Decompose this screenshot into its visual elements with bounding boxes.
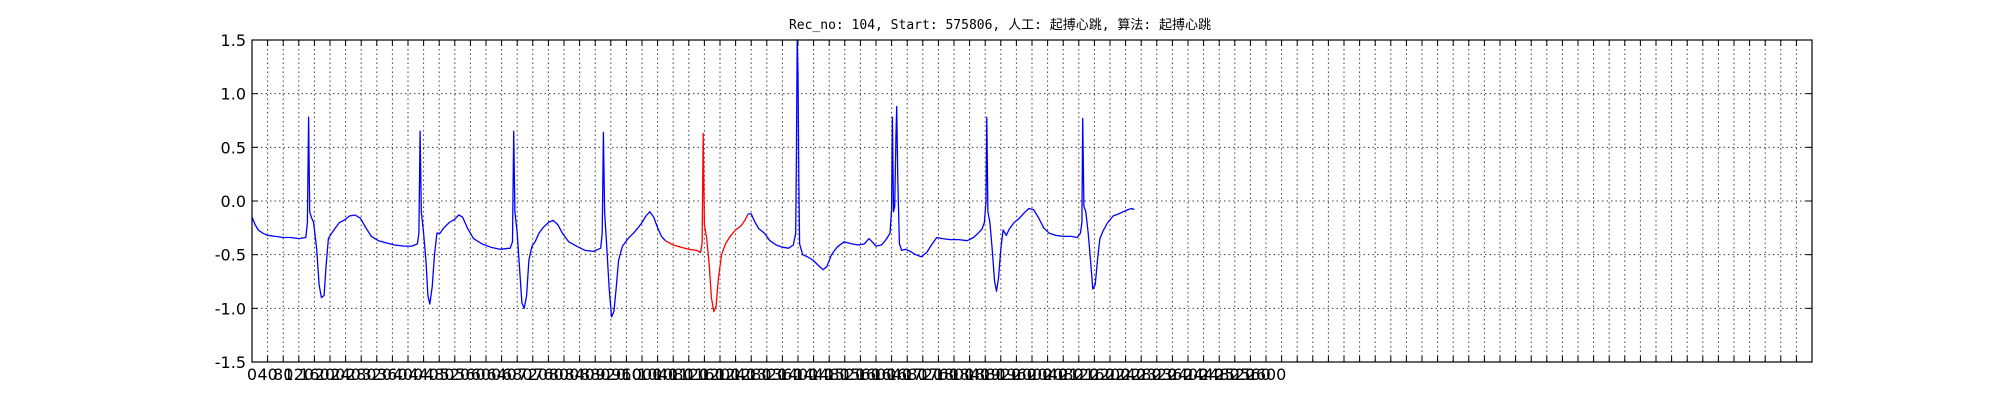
y-tick-label: 1.5: [221, 31, 246, 50]
x-tick-label: 520: [440, 365, 471, 384]
x-tick-label: 1560: [840, 365, 881, 384]
x-tick-label: 1720: [902, 365, 943, 384]
x-tick-label: 2000: [1012, 365, 1053, 384]
x-tick-label: 2440: [1183, 365, 1224, 384]
x-tick-label: 2080: [1043, 365, 1084, 384]
x-tick-label: 1320: [746, 365, 787, 384]
x-tick-label: 1120: [668, 365, 709, 384]
x-tick-label: 680: [502, 365, 533, 384]
x-tick-label: 2040: [1027, 365, 1068, 384]
x-tick-label: 1680: [887, 365, 928, 384]
x-tick-label: 600: [471, 365, 502, 384]
x-tick-label: 0: [247, 365, 257, 384]
x-tick-label: 1640: [871, 365, 912, 384]
x-tick-label: 1960: [996, 365, 1037, 384]
x-tick-label: 2400: [1168, 365, 1209, 384]
x-tick-label: 1880: [965, 365, 1006, 384]
x-tick-label: 1840: [949, 365, 990, 384]
x-tick-label: 200: [315, 365, 346, 384]
x-tick-label: 1440: [793, 365, 834, 384]
x-tick-label: 800: [549, 365, 580, 384]
x-tick-label: 1360: [762, 365, 803, 384]
x-tick-label: 720: [518, 365, 549, 384]
x-tick-label: 880: [580, 365, 611, 384]
chart-title: Rec_no: 104, Start: 575806, 人工: 起搏心跳, 算法…: [789, 17, 1211, 33]
x-tick-label: 1520: [824, 365, 865, 384]
x-tick-label: 1040: [637, 365, 678, 384]
x-tick-label: 2560: [1230, 365, 1271, 384]
ecg-series-line-1: [251, 116, 666, 318]
x-tick-label: 2320: [1136, 365, 1177, 384]
x-tick-label: 1760: [918, 365, 959, 384]
y-tick-label: -1.0: [215, 299, 246, 318]
x-tick-label: 240: [330, 365, 361, 384]
x-tick-label: 760: [533, 365, 564, 384]
x-tick-label: 2200: [1090, 365, 1131, 384]
x-tick-label: 1000: [622, 365, 663, 384]
x-tick-label: 1160: [684, 365, 725, 384]
y-tick-label: 0.5: [221, 138, 246, 157]
x-tick-label: 840: [564, 365, 595, 384]
x-tick-label: 360: [377, 365, 408, 384]
x-tick-label: 2280: [1121, 365, 1162, 384]
x-tick-label: 120: [284, 365, 315, 384]
y-axis-tick-labels: 1.5 1.0 0.5 0.0 -0.5 -1.0 -1.5: [215, 31, 246, 372]
x-tick-label: 2520: [1214, 365, 1255, 384]
x-tick-label: 1240: [715, 365, 756, 384]
y-tick-label: 1.0: [221, 85, 246, 104]
x-tick-label: 920: [596, 365, 627, 384]
x-tick-label: 2600: [1246, 365, 1287, 384]
x-axis-tick-labels: 0 408012016020024028032036040044048052056…: [247, 365, 1286, 384]
x-tick-label: 40: [257, 365, 277, 384]
x-tick-label: 2120: [1058, 365, 1099, 384]
ecg-series: [251, 39, 1135, 318]
x-tick-label: 560: [455, 365, 486, 384]
x-tick-label: 1080: [653, 365, 694, 384]
x-tick-label: 2480: [1199, 365, 1240, 384]
y-tick-label: -1.5: [215, 353, 246, 372]
ecg-series-line-3: [748, 39, 1135, 292]
x-tick-label: 280: [346, 365, 377, 384]
y-tick-label: -0.5: [215, 246, 246, 265]
x-tick-label: 2360: [1152, 365, 1193, 384]
x-tick-label: 640: [486, 365, 517, 384]
x-tick-label: 80: [273, 365, 293, 384]
y-tick-label: 0.0: [221, 192, 246, 211]
axis-ticks: [251, 39, 1813, 363]
x-tick-label: 1280: [731, 365, 772, 384]
x-tick-label: 960: [611, 365, 642, 384]
grid-lines: [251, 39, 1813, 363]
x-tick-label: 1600: [856, 365, 897, 384]
x-tick-label: 400: [393, 365, 424, 384]
x-tick-label: 480: [424, 365, 455, 384]
x-tick-label: 2240: [1105, 365, 1146, 384]
x-tick-label: 1800: [934, 365, 975, 384]
x-tick-label: 320: [362, 365, 393, 384]
x-tick-label: 1400: [778, 365, 819, 384]
x-tick-label: 440: [408, 365, 439, 384]
x-tick-label: 1480: [809, 365, 850, 384]
x-tick-label: 1920: [980, 365, 1021, 384]
ecg-series-line-2: [665, 132, 749, 313]
x-tick-label: 2160: [1074, 365, 1115, 384]
x-tick-label: 1200: [700, 365, 741, 384]
x-tick-label: 160: [299, 365, 330, 384]
